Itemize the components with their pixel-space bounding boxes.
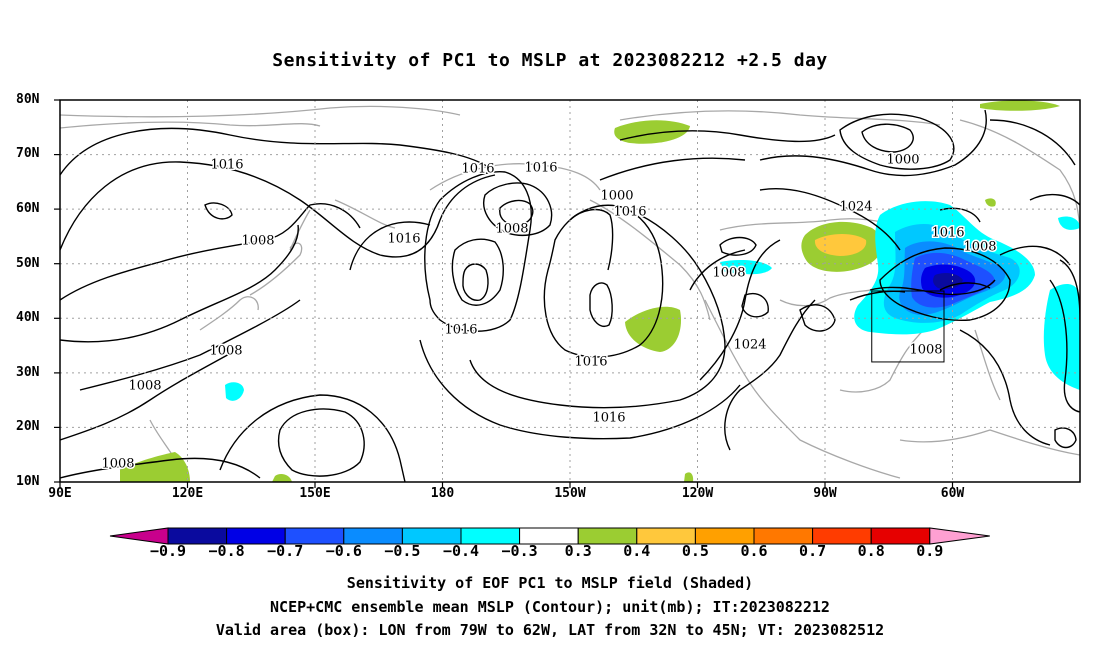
lon-label-180: 180 — [430, 486, 455, 501]
contour-label: 1008 — [495, 222, 528, 237]
contour-label: 1016 — [210, 158, 243, 173]
lat-label-10n: 10N — [16, 474, 40, 489]
lat-label-30n: 30N — [16, 365, 40, 380]
valid-area-box — [871, 290, 945, 363]
colorbar-tick-label: 0.6 — [740, 542, 768, 560]
lat-label-50n: 50N — [16, 256, 40, 271]
lon-label-90w: 90W — [813, 486, 837, 501]
contour-label: 1008 — [909, 343, 942, 358]
colorbar-tick-label: 0.8 — [857, 542, 885, 560]
contour-label: 1016 — [592, 411, 625, 426]
colorbar-tick-label: −0.7 — [267, 542, 304, 560]
contour-label: 1024 — [839, 200, 872, 215]
lon-label-120e: 120E — [171, 486, 204, 501]
contour-label: 1008 — [241, 234, 274, 249]
lon-label-150w: 150W — [554, 486, 586, 501]
sensitivity-shading — [120, 100, 1080, 482]
lon-label-150e: 150E — [299, 486, 331, 501]
contour-label: 1000 — [886, 153, 919, 168]
map-title: Sensitivity of PC1 to MSLP at 2023082212… — [272, 50, 828, 71]
lon-label-90e: 90E — [48, 486, 72, 501]
caption-line-3: Valid area (box): LON from 79W to 62W, L… — [215, 621, 885, 639]
caption-line-2: NCEP+CMC ensemble mean MSLP (Contour); u… — [270, 598, 830, 616]
colorbar-tick-label: 0.9 — [916, 542, 944, 560]
mslp-contours — [60, 109, 1080, 482]
colorbar-tick-label: −0.8 — [208, 542, 245, 560]
lat-label-40n: 40N — [16, 310, 40, 325]
contour-label: 1008 — [963, 240, 996, 255]
contour-label: 1008 — [128, 379, 161, 394]
contour-label: 1016 — [461, 162, 494, 177]
colorbar-tick-label: 0.7 — [799, 542, 827, 560]
axis-ticks — [54, 99, 954, 488]
lon-label-120w: 120W — [681, 486, 714, 501]
contour-label: 1008 — [101, 457, 134, 472]
lon-label-60w: 60W — [940, 486, 965, 501]
lat-label-60n: 60N — [16, 201, 40, 216]
colorbar-tick-label: 0.4 — [623, 542, 651, 560]
colorbar-tick-label: −0.9 — [149, 542, 187, 560]
colorbar-tick-label: 0.3 — [564, 542, 592, 560]
lat-label-20n: 20N — [16, 419, 40, 434]
contour-label: 1000 — [600, 189, 633, 204]
contour-label: 1008 — [712, 266, 745, 281]
contour-label: 1016 — [931, 226, 964, 241]
contour-label: 1008 — [209, 344, 242, 359]
colorbar-tick-label: 0.5 — [681, 542, 709, 560]
lat-label-70n: 70N — [16, 146, 40, 161]
contour-label: 1016 — [387, 232, 420, 247]
colorbar-tick-label: −0.6 — [325, 542, 362, 560]
lat-label-80n: 80N — [16, 92, 40, 107]
caption-line-1: Sensitivity of EOF PC1 to MSLP field (Sh… — [346, 574, 754, 592]
contour-label: 1024 — [733, 338, 766, 353]
lat-lon-grid — [60, 100, 1080, 482]
colorbar-tick-label: −0.4 — [442, 542, 480, 560]
colorbar-high-triangle — [929, 527, 990, 545]
contour-label: 1016 — [574, 355, 607, 370]
colorbar-tick-label: −0.5 — [384, 542, 421, 560]
contour-label: 1016 — [613, 205, 646, 220]
contour-label: 1016 — [444, 323, 477, 338]
colorbar-tick-label: −0.3 — [501, 542, 538, 560]
contour-label: 1016 — [524, 161, 557, 176]
